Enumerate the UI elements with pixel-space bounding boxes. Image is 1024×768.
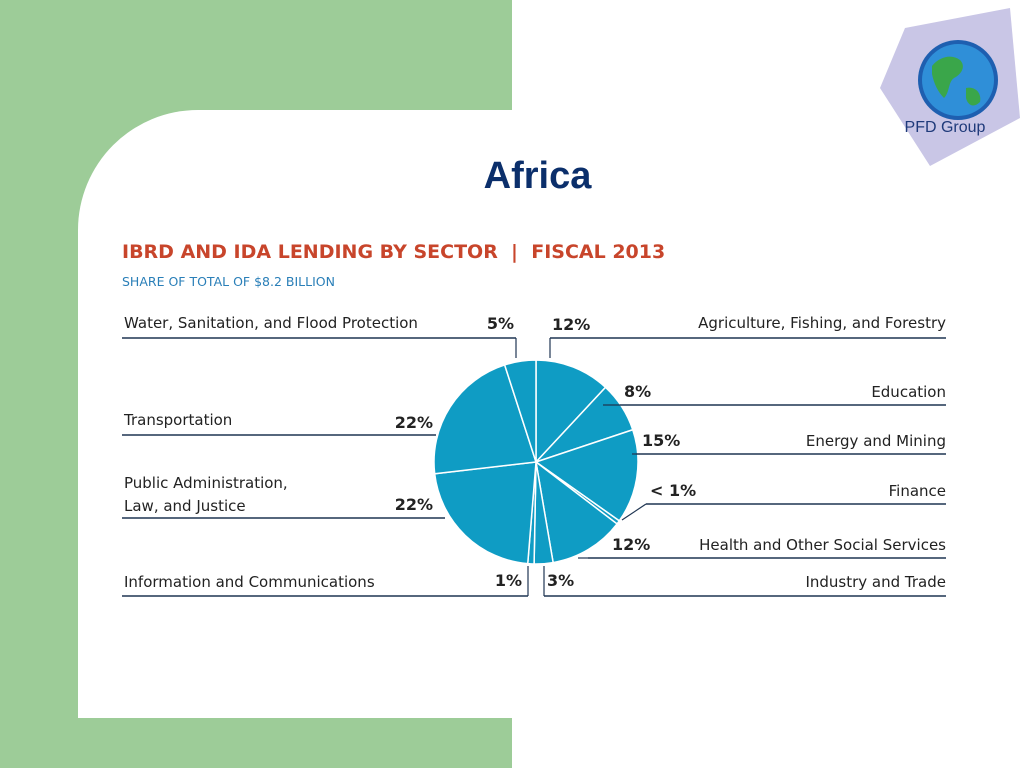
slice-label-2: Energy and Mining: [806, 432, 946, 450]
pie-slice-0: [535, 359, 607, 464]
pie-slice-9: [503, 359, 537, 463]
pfd-group-logo: PFD Group: [880, 8, 1020, 166]
slice-percent-5: 3%: [547, 571, 574, 590]
slice-label-0: Agriculture, Fishing, and Forestry: [698, 314, 946, 332]
slice-label-4: Health and Other Social Services: [699, 536, 946, 554]
slice-percent-4: 12%: [612, 535, 650, 554]
pie-slice-2: [534, 428, 639, 522]
pie-callouts: Agriculture, Fishing, and Forestry 12% Edu…: [122, 314, 946, 597]
slice-label-9: Water, Sanitation, and Flood Protection: [124, 314, 418, 332]
pie-slices: [433, 359, 639, 565]
slice-percent-3: < 1%: [650, 481, 696, 500]
slice-label-1: Education: [871, 383, 946, 401]
slice-label-8: Transportation: [123, 411, 232, 429]
chart-subtitle: SHARE OF TOTAL OF $8.2 BILLION: [122, 274, 335, 289]
slice-label-5: Industry and Trade: [805, 573, 946, 591]
callout-leader-3: [621, 503, 647, 521]
pie-slice-4: [534, 460, 619, 564]
slice-percent-7: 22%: [395, 495, 433, 514]
logo-label: PFD Group: [905, 119, 986, 136]
content-panel: [78, 110, 512, 718]
chart-title: IBRD AND IDA LENDING BY SECTOR | FISCAL …: [122, 241, 665, 263]
slice-percent-6: 1%: [495, 571, 522, 590]
pie-slice-7: [433, 461, 537, 565]
slice-percent-0: 12%: [552, 315, 590, 334]
slice-percent-9: 5%: [487, 314, 514, 333]
slide-title: Africa: [483, 155, 592, 197]
slice-percent-2: 15%: [642, 431, 680, 450]
slice-percent-1: 8%: [624, 382, 651, 401]
slice-percent-8: 22%: [395, 413, 433, 432]
slice-label-7: Public Administration, Law, and Justice: [124, 474, 288, 515]
pie-slice-8: [433, 363, 537, 475]
slice-label-3: Finance: [889, 482, 946, 500]
slice-label-6: Information and Communications: [124, 573, 375, 591]
